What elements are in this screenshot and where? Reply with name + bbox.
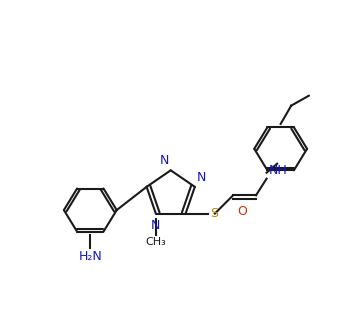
Text: S: S: [210, 207, 218, 220]
Text: O: O: [237, 205, 247, 217]
Text: N: N: [196, 171, 206, 184]
Text: NH: NH: [268, 164, 287, 177]
Text: CH₃: CH₃: [145, 237, 166, 247]
Text: H₂N: H₂N: [78, 250, 102, 263]
Text: N: N: [151, 218, 161, 231]
Text: N: N: [159, 154, 169, 167]
